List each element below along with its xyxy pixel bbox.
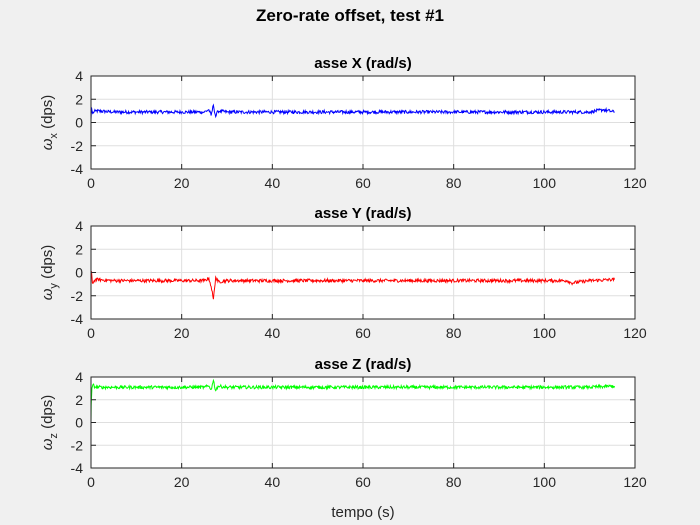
subplot-title: asse X (rad/s) — [314, 55, 412, 72]
y-tick-label: 4 — [75, 68, 83, 84]
y-tick-label: -4 — [71, 460, 84, 476]
series-line — [90, 271, 616, 300]
y-axis-label-symbol: ω — [39, 288, 56, 300]
x-tick-label: 0 — [87, 175, 95, 191]
y-tick-label: -2 — [71, 288, 84, 304]
x-tick-label: 40 — [265, 325, 281, 341]
subplot-x-axis-rate: 0 20 40 60 80 100 120 -4 -2 0 2 4 asse X (rad/s) ωx (… — [39, 55, 647, 191]
x-tick-label: 80 — [446, 325, 462, 341]
x-tick-label: 0 — [87, 474, 95, 490]
x-tick-label: 100 — [533, 325, 557, 341]
y-tick-label: 0 — [75, 415, 83, 431]
x-tick-label: 40 — [265, 474, 281, 490]
subplot-title: asse Z (rad/s) — [315, 356, 412, 373]
y-axis-label-unit: (dps) — [39, 245, 56, 283]
y-axis-label-subscript: z — [48, 433, 60, 439]
y-tick-label: 0 — [75, 115, 83, 131]
x-tick-label: 100 — [533, 474, 557, 490]
y-tick-label: 2 — [75, 91, 83, 107]
y-tick-label: 4 — [75, 369, 83, 385]
x-tick-label: 120 — [623, 474, 647, 490]
y-axis-label-symbol: ω — [39, 438, 56, 450]
subplot-title: asse Y (rad/s) — [314, 205, 411, 222]
x-tick-label: 60 — [355, 474, 371, 490]
y-tick-label: 2 — [75, 392, 83, 408]
y-axis-label: ωx (dps) — [39, 95, 60, 151]
y-axis-label-subscript: y — [48, 283, 60, 289]
series-line — [90, 378, 616, 423]
figure-title: Zero-rate offset, test #1 — [256, 6, 444, 25]
y-tick-label: 4 — [75, 218, 83, 234]
y-axis-label: ωz (dps) — [39, 395, 60, 451]
y-tick-label: -4 — [71, 311, 84, 327]
x-tick-label: 60 — [355, 325, 371, 341]
x-tick-label: 0 — [87, 325, 95, 341]
y-tick-label: 0 — [75, 265, 83, 281]
y-axis-label-unit: (dps) — [39, 95, 56, 133]
x-tick-label: 80 — [446, 474, 462, 490]
y-tick-label: -4 — [71, 161, 84, 177]
x-tick-label: 120 — [623, 175, 647, 191]
x-tick-label: 100 — [533, 175, 557, 191]
subplot-z-axis-rate: 0 20 40 60 80 100 120 -4 -2 0 2 4 asse Z (rad/s) ωz (… — [39, 356, 647, 490]
y-axis-label-subscript: x — [48, 133, 60, 139]
x-tick-label: 40 — [265, 175, 281, 191]
x-tick-label: 80 — [446, 175, 462, 191]
x-tick-label: 60 — [355, 175, 371, 191]
x-tick-label: 20 — [174, 474, 190, 490]
x-tick-label: 20 — [174, 325, 190, 341]
subplot-y-axis-rate: 0 20 40 60 80 100 120 -4 -2 0 2 4 asse Y (rad/s) ωy (… — [39, 205, 647, 341]
y-tick-label: -2 — [71, 437, 84, 453]
y-tick-label: -2 — [71, 138, 84, 154]
y-axis-label-unit: (dps) — [39, 395, 56, 433]
y-axis-label: ωy (dps) — [39, 245, 60, 301]
x-axis-label: tempo (s) — [331, 504, 394, 521]
series-line — [90, 103, 615, 121]
y-tick-label: 2 — [75, 241, 83, 257]
x-tick-label: 120 — [623, 325, 647, 341]
x-tick-label: 20 — [174, 175, 190, 191]
y-axis-label-symbol: ω — [39, 138, 56, 150]
